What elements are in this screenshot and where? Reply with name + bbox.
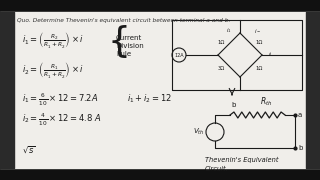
Text: $i_-$: $i_-$: [254, 28, 261, 35]
Text: Division: Division: [116, 43, 144, 49]
Text: $V_{th}$: $V_{th}$: [193, 127, 205, 137]
Text: $\sqrt{s}$: $\sqrt{s}$: [22, 145, 36, 156]
Text: b: b: [298, 145, 302, 151]
Text: $i_L$: $i_L$: [268, 51, 274, 59]
Text: Current: Current: [116, 35, 142, 41]
Text: $R_{th}$: $R_{th}$: [260, 95, 272, 107]
Text: $i_1 = \left(\frac{R_2}{R_1+R_2}\right)\times i$: $i_1 = \left(\frac{R_2}{R_1+R_2}\right)\…: [22, 30, 84, 50]
Text: 1Ω: 1Ω: [217, 39, 225, 44]
Text: 12A: 12A: [174, 53, 184, 57]
Text: Rule: Rule: [116, 51, 131, 57]
Circle shape: [206, 123, 224, 141]
Text: 3Ω: 3Ω: [217, 66, 225, 71]
Text: 1Ω: 1Ω: [255, 39, 263, 44]
Text: 1Ω: 1Ω: [255, 66, 263, 71]
Text: $i_2 = \frac{4}{10}\times 12 = 4.8\ A$: $i_2 = \frac{4}{10}\times 12 = 4.8\ A$: [22, 112, 101, 128]
Text: $i_1 = \frac{6}{10}\times 12 = 7.2A$: $i_1 = \frac{6}{10}\times 12 = 7.2A$: [22, 92, 98, 108]
Text: {: {: [108, 25, 131, 59]
Text: a: a: [298, 112, 302, 118]
Text: $i_1+i_2=12$: $i_1+i_2=12$: [127, 92, 172, 105]
Text: Quo. Determine Thevenin's equivalent circuit between terminal a and b.: Quo. Determine Thevenin's equivalent cir…: [17, 18, 230, 23]
Text: b: b: [232, 102, 236, 108]
Circle shape: [172, 48, 186, 62]
Text: $i_2 = \left(\frac{R_1}{R_1+R_2}\right)\times i$: $i_2 = \left(\frac{R_1}{R_1+R_2}\right)\…: [22, 60, 84, 80]
Text: $i_1$: $i_1$: [226, 26, 232, 35]
Text: Thevenin's Equivalent
Circuit.: Thevenin's Equivalent Circuit.: [205, 157, 278, 172]
